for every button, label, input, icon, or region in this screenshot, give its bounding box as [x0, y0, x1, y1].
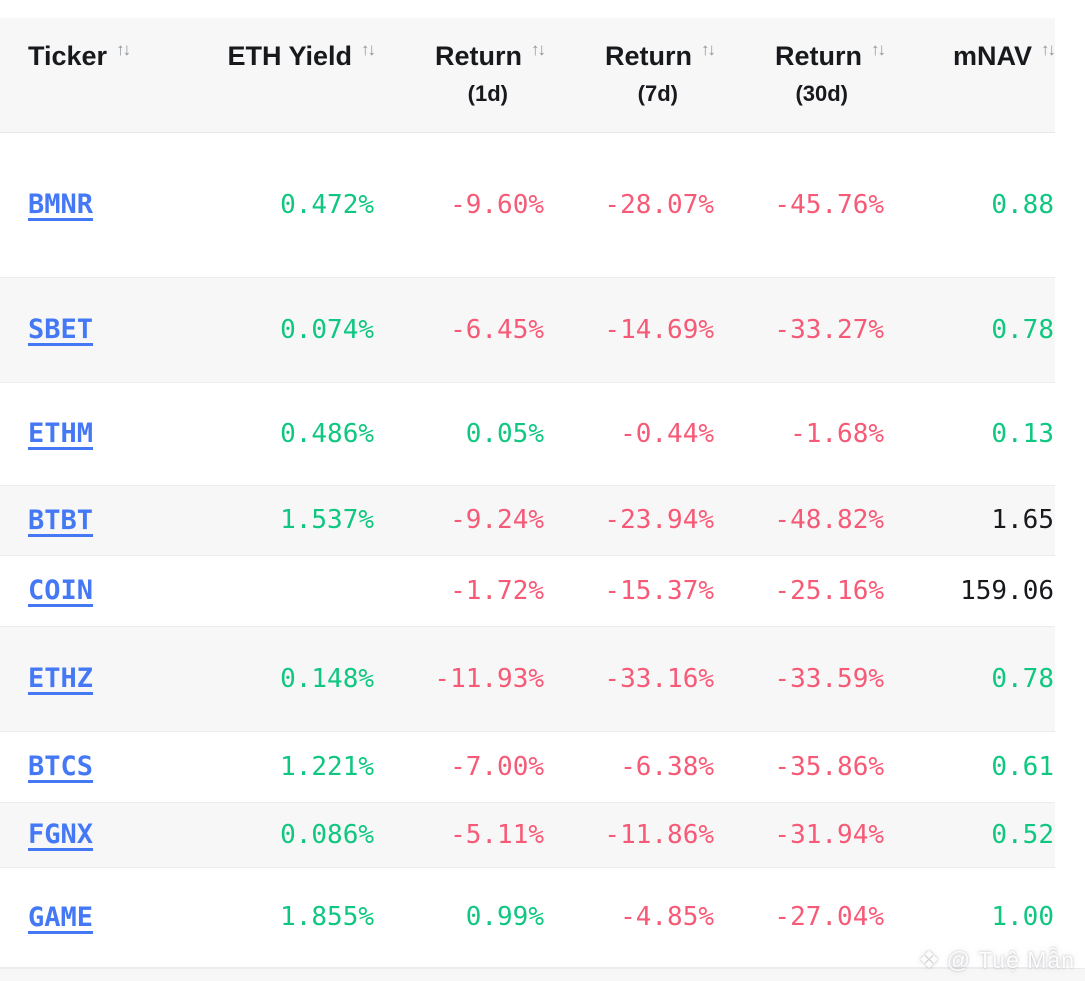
- return-1d-cell: -11.93%: [434, 663, 544, 694]
- ticker-link-ethz[interactable]: ETHZ: [28, 663, 94, 694]
- column-sublabel: (1d): [467, 81, 508, 106]
- header-row: Ticker ↑↓ ETH Yield ↑↓ Return ↑↓ (1d) Return ↑↓ (…: [0, 18, 1056, 132]
- return-1d-cell: -7.00%: [450, 751, 544, 782]
- ticker-cell: FGNX: [0, 802, 185, 867]
- ticker-link-sbet[interactable]: SBET: [28, 314, 94, 345]
- sort-arrows-icon[interactable]: ↑↓: [701, 40, 716, 59]
- column-header-return_1d[interactable]: Return ↑↓ (1d): [375, 18, 546, 132]
- ticker-table-screen: Ticker ↑↓ ETH Yield ↑↓ Return ↑↓ (1d) Return ↑↓ (…: [0, 18, 1085, 981]
- return-7d-cell: -15.37%: [604, 575, 714, 606]
- return-7d-cell: -0.44%: [620, 418, 714, 449]
- return-7d-cell: -23.94%: [604, 505, 714, 535]
- table-row: FGNX 0.086% -5.11% -11.86% -31.94% 0.52: [0, 802, 1055, 867]
- sort-arrows-icon[interactable]: ↑↓: [361, 40, 376, 59]
- ticker-cell: BTBT: [0, 485, 185, 555]
- mnav-cell: 1.00: [991, 902, 1054, 932]
- return-1d-cell: -9.60%: [450, 189, 544, 220]
- return-30d-cell: -1.68%: [790, 418, 884, 449]
- return-1d-cell: -5.11%: [450, 819, 544, 850]
- ticker-table: Ticker ↑↓ ETH Yield ↑↓ Return ↑↓ (1d) Return ↑↓ (…: [0, 18, 1056, 968]
- mnav-cell: 1.65: [991, 505, 1054, 535]
- mnav-cell: 0.52: [991, 819, 1054, 850]
- return-30d-cell: -33.59%: [774, 663, 884, 694]
- table-row: COIN -1.72% -15.37% -25.16% 159.06: [0, 555, 1055, 626]
- sort-arrows-icon[interactable]: ↑↓: [531, 40, 546, 59]
- return-30d-cell: -48.82%: [774, 505, 884, 535]
- eth-yield-cell: 0.486%: [280, 418, 374, 449]
- column-header-return_30d[interactable]: Return ↑↓ (30d): [715, 18, 886, 132]
- column-header-return_7d[interactable]: Return ↑↓ (7d): [545, 18, 716, 132]
- sort-arrows-icon[interactable]: ↑↓: [1041, 40, 1056, 59]
- table-row: BTCS 1.221% -7.00% -6.38% -35.86% 0.61: [0, 731, 1055, 802]
- sort-arrows-icon[interactable]: ↑↓: [116, 40, 131, 59]
- column-label: mNAV: [952, 41, 1032, 71]
- column-label: Return: [775, 41, 862, 71]
- sort-arrows-icon[interactable]: ↑↓: [871, 40, 886, 59]
- return-7d-cell: -14.69%: [604, 314, 714, 345]
- return-1d-cell: 0.05%: [465, 418, 544, 449]
- return-1d-cell: -6.45%: [450, 314, 544, 345]
- ticker-link-btcs[interactable]: BTCS: [28, 751, 94, 782]
- eth-yield-cell: 1.537%: [280, 505, 374, 535]
- eth-yield-cell: [185, 555, 375, 626]
- next-row-edge: [0, 967, 1085, 981]
- return-30d-cell: -27.04%: [774, 902, 884, 932]
- column-label: Return: [435, 41, 522, 71]
- return-30d-cell: -45.76%: [774, 189, 884, 220]
- table-row: BMNR 0.472% -9.60% -28.07% -45.76% 0.88: [0, 132, 1055, 277]
- column-sublabel: (30d): [795, 81, 848, 106]
- ticker-cell: BTCS: [0, 731, 185, 802]
- ticker-link-coin[interactable]: COIN: [28, 575, 94, 606]
- return-1d-cell: -1.72%: [450, 575, 544, 606]
- ticker-link-btbt[interactable]: BTBT: [28, 504, 94, 536]
- ticker-link-ethm[interactable]: ETHM: [28, 418, 94, 449]
- column-header-eth_yield[interactable]: ETH Yield ↑↓: [185, 18, 376, 132]
- eth-yield-cell: 1.221%: [280, 751, 374, 782]
- return-7d-cell: -33.16%: [604, 663, 714, 694]
- column-header-mnav[interactable]: mNAV ↑↓: [885, 18, 1056, 132]
- return-30d-cell: -33.27%: [774, 314, 884, 345]
- mnav-cell: 159.06: [960, 575, 1054, 606]
- eth-yield-cell: 0.086%: [280, 819, 374, 850]
- table-row: BTBT 1.537% -9.24% -23.94% -48.82% 1.65: [0, 485, 1055, 555]
- ticker-link-game[interactable]: GAME: [28, 901, 94, 933]
- table-header: Ticker ↑↓ ETH Yield ↑↓ Return ↑↓ (1d) Return ↑↓ (…: [0, 18, 1056, 132]
- return-7d-cell: -28.07%: [604, 189, 714, 220]
- return-30d-cell: -25.16%: [774, 575, 884, 606]
- eth-yield-cell: 0.472%: [280, 189, 374, 220]
- ticker-cell: GAME: [0, 867, 185, 967]
- column-sublabel: (7d): [637, 81, 678, 106]
- eth-yield-cell: 0.074%: [280, 314, 374, 345]
- eth-yield-cell: 0.148%: [280, 663, 374, 694]
- mnav-cell: 0.78: [991, 663, 1054, 694]
- ticker-link-bmnr[interactable]: BMNR: [28, 189, 94, 220]
- table-body: BMNR 0.472% -9.60% -28.07% -45.76% 0.88 SBET 0.…: [0, 132, 1055, 967]
- table-row: ETHM 0.486% 0.05% -0.44% -1.68% 0.13: [0, 382, 1055, 485]
- return-30d-cell: -31.94%: [774, 819, 884, 850]
- mnav-cell: 0.61: [991, 751, 1054, 782]
- ticker-cell: BMNR: [0, 132, 185, 277]
- return-1d-cell: -9.24%: [450, 505, 544, 535]
- return-7d-cell: -11.86%: [604, 819, 714, 850]
- column-header-ticker[interactable]: Ticker ↑↓: [0, 18, 185, 132]
- return-30d-cell: -35.86%: [774, 751, 884, 782]
- mnav-cell: 0.88: [991, 189, 1054, 220]
- ticker-cell: SBET: [0, 277, 185, 382]
- column-label: Ticker: [28, 41, 108, 71]
- mnav-cell: 0.78: [991, 314, 1054, 345]
- table-row: ETHZ 0.148% -11.93% -33.16% -33.59% 0.78: [0, 626, 1055, 731]
- return-7d-cell: -6.38%: [620, 751, 714, 782]
- return-1d-cell: 0.99%: [465, 902, 544, 932]
- ticker-link-fgnx[interactable]: FGNX: [28, 819, 94, 850]
- ticker-cell: COIN: [0, 555, 185, 626]
- ticker-cell: ETHM: [0, 382, 185, 485]
- table-row: GAME 1.855% 0.99% -4.85% -27.04% 1.00: [0, 867, 1055, 967]
- mnav-cell: 0.13: [991, 418, 1054, 449]
- return-7d-cell: -4.85%: [620, 902, 714, 932]
- column-label: ETH Yield: [227, 41, 352, 71]
- eth-yield-cell: 1.855%: [280, 902, 374, 932]
- ticker-cell: ETHZ: [0, 626, 185, 731]
- table-row: SBET 0.074% -6.45% -14.69% -33.27% 0.78: [0, 277, 1055, 382]
- column-label: Return: [605, 41, 692, 71]
